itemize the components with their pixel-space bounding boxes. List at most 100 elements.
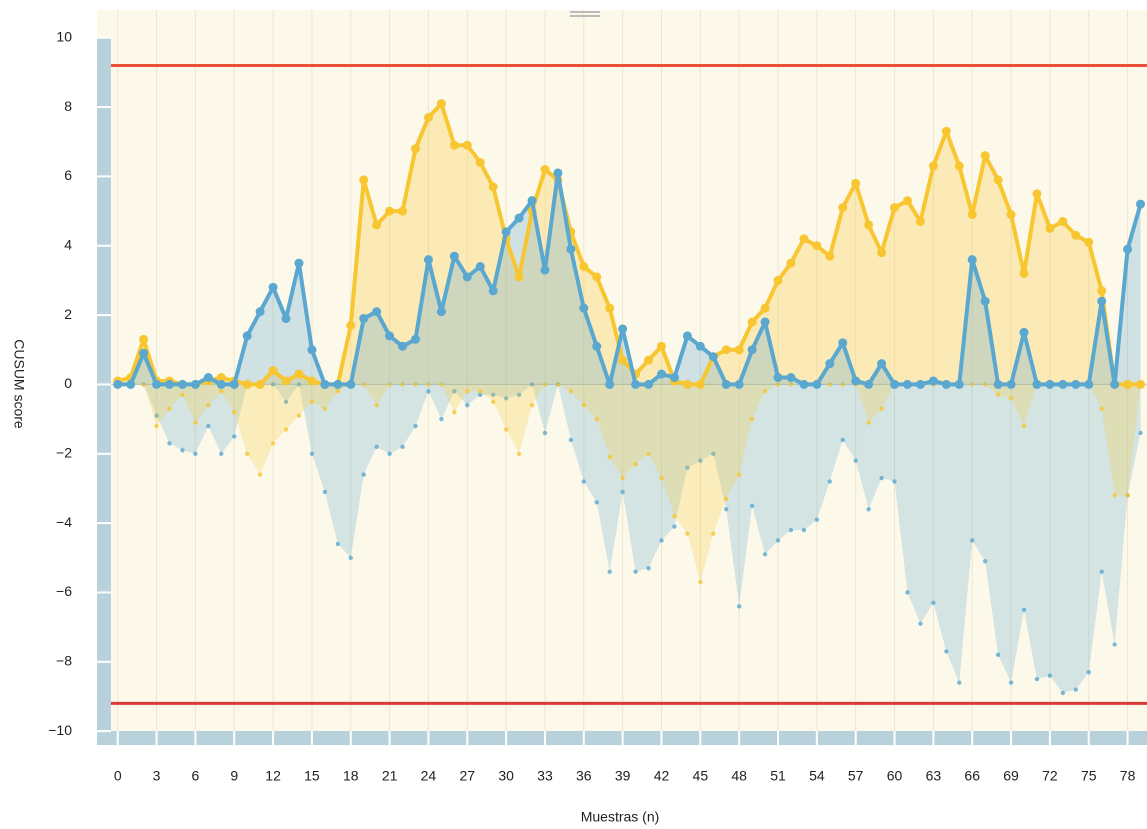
marker: [1084, 237, 1094, 247]
area: [117, 384, 1141, 583]
marker: [1110, 379, 1120, 389]
marker: [1006, 210, 1016, 220]
dot: [439, 416, 444, 422]
marker: [1032, 379, 1042, 389]
dot: [995, 652, 1001, 658]
marker: [669, 373, 679, 382]
x-tick-label: 57: [848, 768, 864, 784]
marker: [605, 379, 615, 389]
marker: [1058, 379, 1068, 389]
dot: [581, 403, 587, 408]
dot: [698, 579, 703, 585]
dot: [270, 382, 276, 387]
marker: [449, 251, 459, 261]
marker: [864, 379, 874, 389]
marker: [1071, 379, 1081, 389]
dot: [931, 600, 936, 606]
marker: [786, 258, 796, 268]
dot: [219, 451, 224, 456]
dot: [1125, 493, 1130, 498]
dot: [762, 389, 768, 394]
marker: [1032, 189, 1042, 199]
dot: [749, 416, 755, 422]
marker: [1071, 230, 1081, 240]
dot: [426, 382, 431, 387]
dot: [296, 382, 302, 387]
marker: [242, 379, 252, 389]
dot: [180, 448, 185, 453]
x-tick-label: 51: [770, 768, 786, 784]
marker: [773, 373, 783, 382]
y-axis-bar: [97, 37, 111, 745]
marker: [177, 379, 187, 389]
marker: [1006, 379, 1016, 389]
x-tick-label: 21: [382, 768, 398, 784]
marker: [695, 341, 705, 351]
dot: [413, 382, 418, 387]
dot: [180, 392, 185, 398]
marker: [1136, 379, 1146, 389]
dot: [542, 382, 548, 387]
line: [117, 170, 1143, 387]
dot: [646, 451, 651, 456]
marker: [462, 140, 472, 150]
marker: [682, 331, 692, 341]
marker: [656, 369, 666, 379]
marker: [281, 376, 291, 386]
marker: [1019, 268, 1029, 278]
marker: [372, 220, 382, 230]
marker: [165, 379, 175, 389]
marker: [579, 262, 589, 272]
marker: [877, 359, 887, 369]
dot: [167, 441, 172, 446]
dot: [801, 527, 807, 533]
marker: [682, 379, 692, 389]
marker: [398, 206, 408, 216]
dot: [711, 531, 716, 536]
marker: [993, 379, 1003, 389]
marker: [514, 272, 524, 282]
dot: [309, 451, 315, 456]
marker: [268, 282, 278, 292]
marker: [113, 379, 123, 389]
dot: [426, 389, 431, 394]
marker: [915, 216, 925, 226]
marker: [786, 373, 796, 382]
dot: [193, 451, 198, 456]
dot: [685, 531, 690, 536]
marker: [268, 366, 278, 376]
marker: [436, 99, 446, 109]
dot: [348, 555, 353, 560]
dot: [905, 590, 910, 595]
x-axis-title: Muestras (n): [581, 809, 660, 825]
marker: [644, 355, 654, 365]
dot: [154, 423, 159, 429]
marker: [1019, 327, 1029, 337]
dot: [465, 403, 470, 408]
marker: [902, 196, 912, 206]
marker: [488, 182, 498, 192]
area: [117, 172, 1141, 385]
dot: [607, 569, 612, 574]
dot: [400, 382, 405, 387]
marker: [488, 286, 498, 296]
y-tick-label: −6: [56, 583, 72, 599]
y-tick-label: −8: [56, 652, 72, 668]
dot: [672, 513, 677, 519]
y-tick-label: −2: [56, 444, 72, 460]
marker: [359, 175, 369, 185]
y-tick-label: −4: [56, 514, 72, 530]
marker: [825, 251, 835, 261]
x-tick-label: 27: [459, 768, 475, 784]
marker: [410, 144, 420, 154]
dot: [594, 416, 599, 422]
dot: [516, 451, 522, 456]
marker: [410, 334, 420, 344]
marker: [462, 272, 472, 282]
marker: [760, 303, 770, 313]
dot: [659, 538, 664, 543]
marker: [346, 320, 356, 330]
dot: [581, 479, 587, 484]
x-tick-label: 39: [615, 768, 631, 784]
marker: [190, 379, 200, 389]
